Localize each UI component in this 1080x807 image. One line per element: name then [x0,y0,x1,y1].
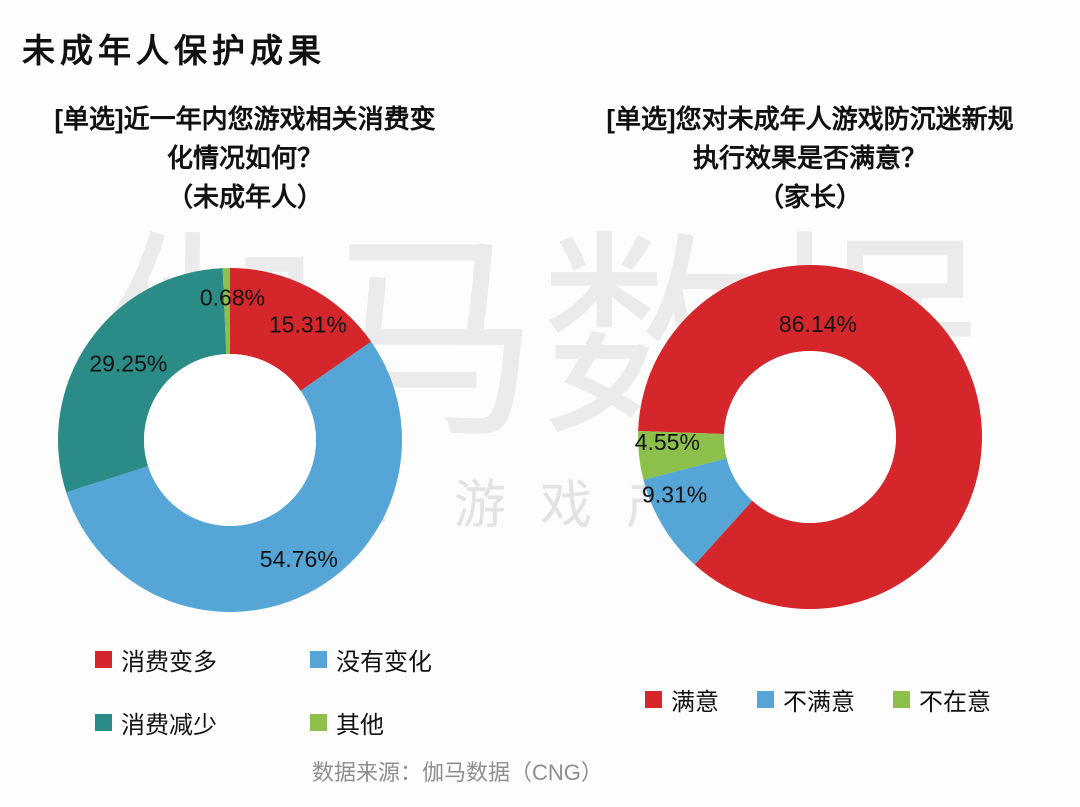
donut-slice-satisfied [638,264,982,609]
legend-item-no-change: 没有变化 [310,642,432,677]
legend-label-no-change: 没有变化 [336,649,432,676]
legend-satisfaction: 满意 不满意 不在意 [645,682,991,717]
donut-slice-indifferent [638,430,727,480]
slice-percent-label-satisfied: 86.14% [779,311,857,337]
donut-slice-dissatisfied [643,458,753,565]
legend-swatch-indifferent [893,691,910,708]
legend-swatch-no-change [310,651,327,668]
legend-label-spend-more: 消费变多 [121,649,217,676]
donut-chart-consumption: 15.31% 54.76% 29.25% 0.68% [57,268,403,613]
donut-slice-spend-less [57,268,227,493]
legend-item-satisfied: 满意 [645,682,719,717]
chart-title-line: [单选]您对未成年人游戏防沉迷新规 [606,104,1014,134]
legend-item-spend-less: 消费减少 [95,705,310,740]
slice-percent-label-spend-more: 15.31% [269,311,347,337]
donut-slice-other [222,268,230,355]
legend-consumption: 消费变多 没有变化消费减少 其他 [95,642,432,740]
slice-percent-label-no-change: 54.76% [260,546,338,572]
slice-percent-label-spend-less: 29.25% [89,350,167,376]
legend-swatch-satisfied [645,691,662,708]
legend-swatch-dissatisfied [757,691,774,708]
legend-swatch-other [310,714,327,731]
slice-percent-label-indifferent: 4.55% [635,429,700,455]
donut-slice-no-change [66,341,403,613]
chart-title-line: （未成年人） [166,182,323,212]
legend-label-indifferent: 不在意 [919,689,991,716]
chart-title-line: [单选]近一年内您游戏相关消费变 [54,104,436,134]
legend-item-spend-more: 消费变多 [95,642,310,677]
legend-swatch-spend-less [95,714,112,731]
legend-label-satisfied: 满意 [671,689,719,716]
chart-title-satisfaction: [单选]您对未成年人游戏防沉迷新规 执行效果是否满意？ （家长） [565,100,1055,217]
donut-chart-satisfaction: 86.14% 9.31% 4.55% [635,264,982,609]
donut-hole [144,354,316,526]
donut-slice-spend-more [230,268,372,391]
legend-label-other: 其他 [336,712,384,739]
legend-label-spend-less: 消费减少 [121,712,217,739]
donut-hole [724,351,896,523]
legend-label-dissatisfied: 不满意 [783,689,855,716]
legend-item-indifferent: 不在意 [893,682,991,717]
chart-title-line: 化情况如何？ [166,143,323,173]
legend-item-dissatisfied: 不满意 [757,682,855,717]
slice-percent-label-other: 0.68% [200,284,265,310]
chart-title-line: （家长） [757,182,862,212]
page-title: 未成年人保护成果 [22,32,326,69]
chart-title-consumption: [单选]近一年内您游戏相关消费变 化情况如何？ （未成年人） [25,100,465,217]
data-source: 数据来源：伽马数据（CNG） [312,760,603,785]
slice-percent-label-dissatisfied: 9.31% [642,481,707,507]
legend-swatch-spend-more [95,651,112,668]
chart-title-line: 执行效果是否满意？ [692,143,927,173]
legend-item-other: 其他 [310,705,432,740]
